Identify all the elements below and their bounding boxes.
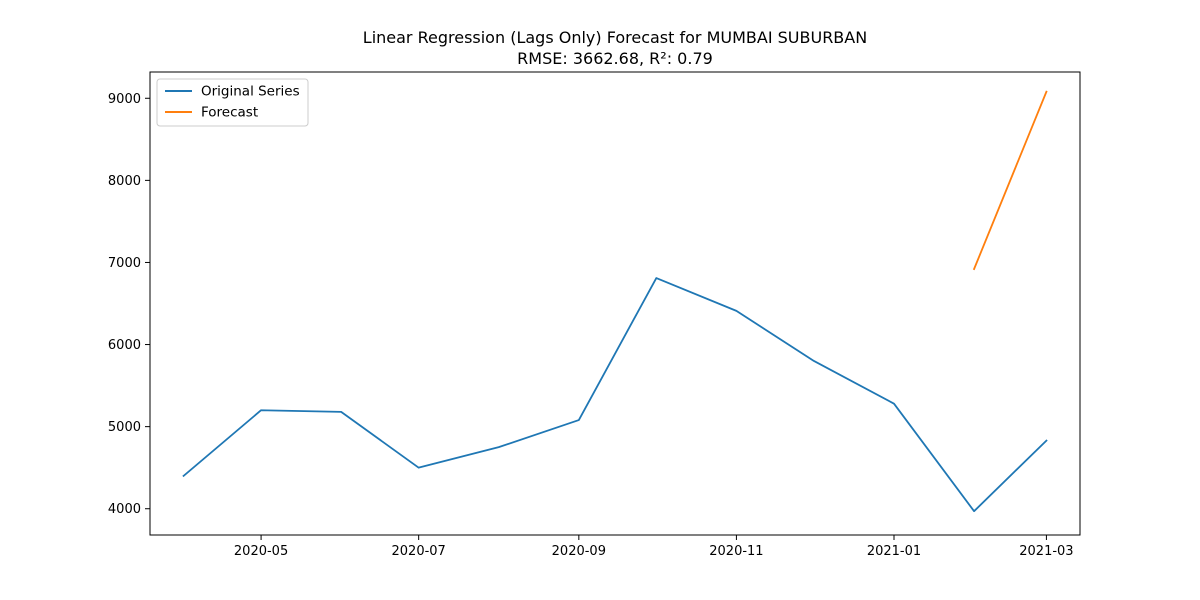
x-axis: 2020-05 2020-07 2020-09 2020-11 2021-01 2021-…	[234, 535, 1074, 559]
x-tick-label: 2021-03	[1019, 544, 1073, 559]
y-tick-label: 6000	[108, 338, 141, 353]
y-tick-label: 4000	[108, 502, 141, 517]
x-tick-label: 2020-09	[552, 544, 606, 559]
x-tick-label: 2020-11	[709, 544, 763, 559]
x-tick-label: 2020-05	[234, 544, 288, 559]
y-tick-label: 9000	[108, 92, 141, 107]
legend-label-original-series: Original Series	[201, 84, 300, 100]
chart-subtitle: RMSE: 3662.68, R²: 0.79	[517, 49, 713, 68]
y-axis: 4000 5000 6000 7000 8000 9000	[108, 92, 150, 517]
legend-label-forecast: Forecast	[201, 105, 258, 121]
legend-box	[156, 78, 309, 127]
series-line-forecast	[972, 90, 1048, 271]
series-line-original-series	[182, 277, 1048, 513]
y-tick-label: 7000	[108, 256, 141, 271]
y-tick-label: 5000	[108, 420, 141, 435]
plot-area-frame	[149, 71, 1081, 536]
x-tick-label: 2020-07	[392, 544, 446, 559]
series-layer	[182, 90, 1048, 513]
y-tick-label: 8000	[108, 174, 141, 189]
legend: Original Series Forecast	[156, 78, 309, 127]
chart-title: Linear Regression (Lags Only) Forecast f…	[363, 28, 867, 47]
x-tick-label: 2021-01	[867, 544, 921, 559]
